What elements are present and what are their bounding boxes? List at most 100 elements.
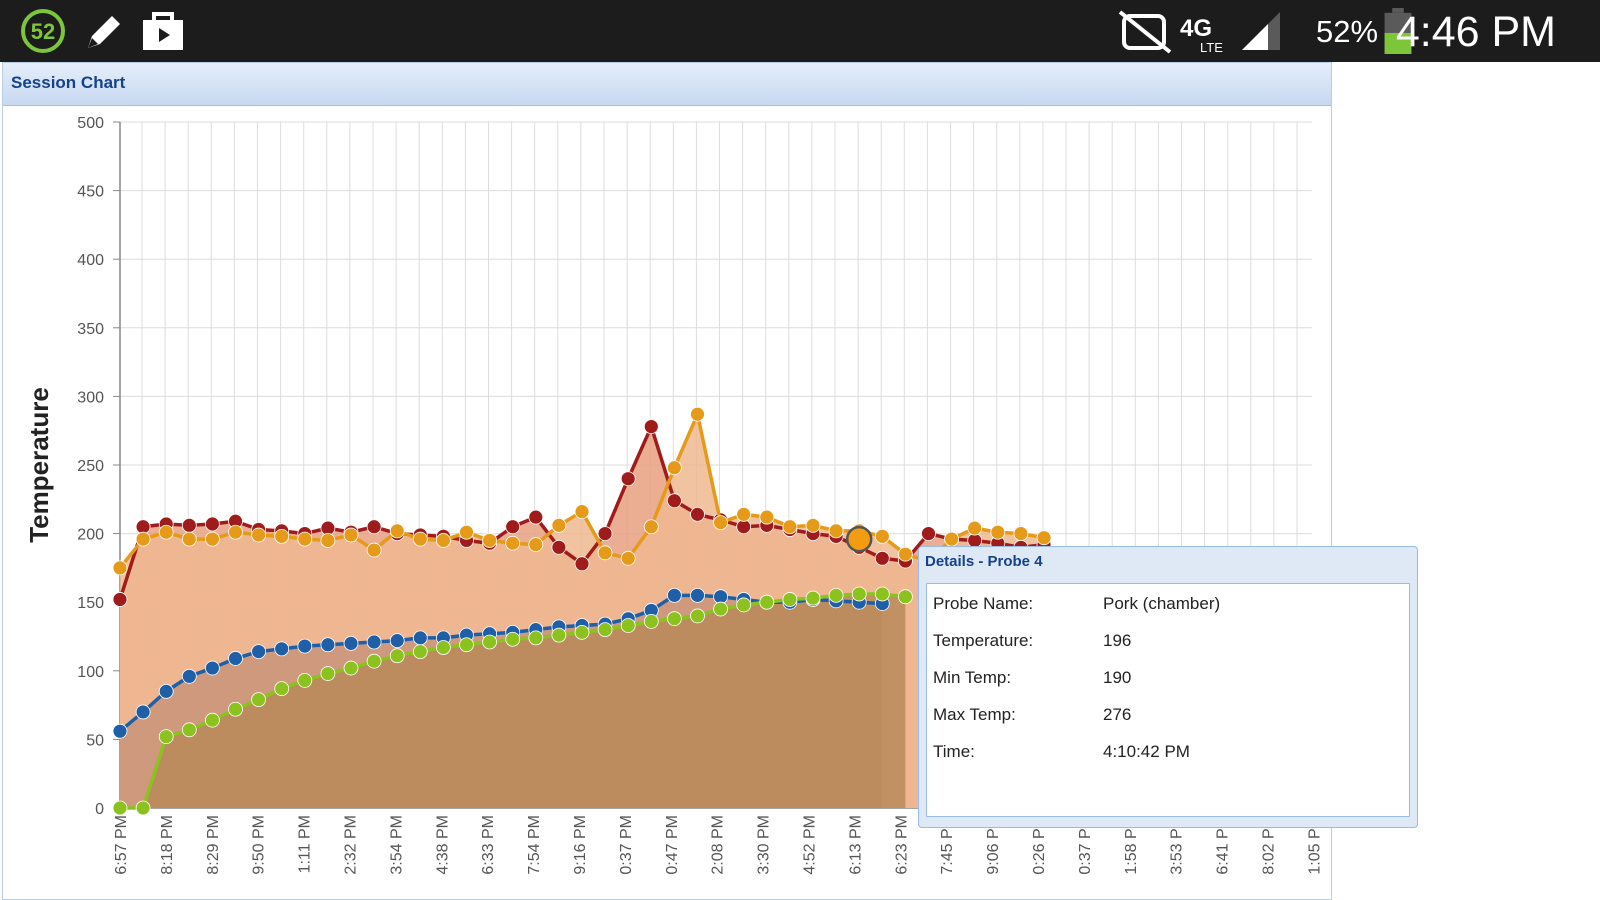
tooltip-value-max-temp: 276 [1103,705,1132,724]
series-3-point [805,590,821,606]
series-1-point [828,523,844,539]
series-0-point [620,471,636,487]
series-2-point [366,634,382,650]
panel-header: Session Chart [3,63,1331,106]
x-tick-label: 1:05 PM [1306,815,1323,875]
x-tick-label: 2:32 PM [343,815,360,875]
series-2-point [297,638,313,654]
tooltip-label-probe-name: Probe Name: [933,594,1034,613]
x-tick-label: 9:50 PM [251,815,268,875]
series-0-point [551,539,567,555]
tooltip-value-min-temp: 190 [1103,668,1132,687]
series-2-point [667,587,682,603]
series-2-point [228,651,243,666]
x-tick-label: 8:29 PM [205,815,222,875]
y-tick-label: 300 [77,389,104,406]
series-3-point [736,597,752,613]
series-1-point [990,524,1006,540]
x-tick-label: 9:16 PM [572,815,589,875]
series-1-point [874,528,890,544]
x-tick-label: 0:37 PM [618,815,635,875]
series-1-point [435,533,451,548]
x-tick-label: 4:52 PM [802,815,819,875]
lte-icon: 4G LTE [1180,15,1223,54]
x-tick-label: 9:06 PM [985,815,1002,875]
status-bar: 52 4G LTE 52% 4:46 PM [0,0,1600,62]
series-0-point [112,592,128,607]
tooltip-label-time: Time: [933,742,975,761]
series-1-point [158,524,174,540]
series-1-point [805,517,821,533]
series-3-point [690,608,705,624]
y-tick-label: 200 [77,527,104,544]
tooltip-value-probe-name: Pork (chamber) [1103,594,1221,613]
y-tick-label: 450 [77,184,104,201]
panel-title: Session Chart [11,73,126,92]
series-3-point [828,587,844,603]
series-1-point [389,523,405,539]
x-tick-label: 0:47 PM [664,815,681,875]
y-tick-label: 400 [77,252,104,269]
x-tick-label: 0:26 PM [1031,815,1048,875]
series-3-point [643,614,659,629]
series-1-point [597,545,613,561]
series-1-point [898,546,913,562]
series-3-point [320,666,336,681]
series-1-point [759,509,775,525]
y-axis-label: Temperature [24,387,54,543]
x-tick-label: 3:53 PM [1169,815,1186,875]
series-3-point [228,701,243,717]
y-tick-label: 350 [77,321,104,338]
battery-percent: 52% [1316,14,1379,49]
series-1-point [112,560,128,576]
series-2-point [343,635,359,651]
series-3-point [135,800,151,816]
pencil-icon [88,16,120,48]
x-tick-label: 0:37 PM [1077,815,1094,875]
series-2-point [690,587,705,603]
x-tick-label: 8:02 PM [1261,815,1278,875]
series-3-point [551,627,567,643]
series-3-point [343,660,359,676]
series-1-point [736,506,752,522]
series-3-point [782,592,798,607]
series-3-point [574,624,590,640]
series-1-point [1036,530,1052,546]
series-3-point [874,586,890,602]
x-tick-label: 8:18 PM [159,815,176,875]
series-1-point [620,550,636,566]
series-3-point [112,800,128,816]
series-1-point [643,519,659,535]
series-2-point [713,589,728,605]
x-tick-label: 7:45 PM [939,815,956,875]
x-tick-label: 6:13 PM [847,815,864,875]
series-3-point [435,640,451,655]
tooltip-label-min-temp: Min Temp: [933,668,1012,687]
series-0-point [597,526,613,541]
network-sublabel: LTE [1200,40,1223,54]
series-3-point [505,631,521,647]
tooltip-title: Details - Probe 4 [925,553,1043,570]
highlighted-point [845,525,873,553]
y-tick-label: 50 [86,732,104,749]
series-0-point [181,517,197,533]
series-3-point [759,594,775,610]
series-3-area [120,593,906,808]
count-badge-icon: 52 [21,9,65,53]
series-2-point [181,668,197,684]
series-3-point [713,601,728,617]
store-bag-icon [143,12,183,50]
series-3-point [667,611,682,627]
series-1-point [204,531,220,547]
series-2-point [320,637,336,653]
y-tick-label: 0 [95,801,104,818]
x-tick-label: 3:30 PM [756,815,773,875]
x-tick-label: 1:58 PM [1123,815,1140,875]
series-1-point [690,406,705,422]
series-1-point [967,520,983,536]
muted-icon [1118,10,1172,54]
series-1-point [482,533,498,548]
series-3-point [898,589,913,605]
x-tick-label: 1:11 PM [297,815,314,873]
